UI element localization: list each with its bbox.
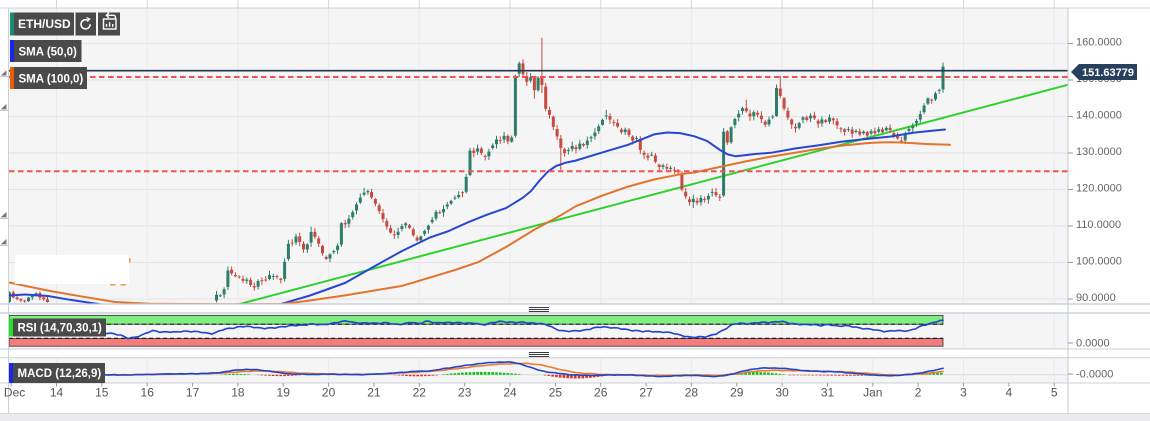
svg-text:20: 20: [322, 386, 336, 400]
svg-text:19: 19: [277, 386, 291, 400]
svg-text:26: 26: [594, 386, 608, 400]
svg-text:5: 5: [1051, 386, 1058, 400]
svg-text:18: 18: [231, 386, 245, 400]
svg-text:SMA (50,0): SMA (50,0): [19, 47, 78, 59]
svg-text:23: 23: [458, 386, 472, 400]
svg-text:Dec: Dec: [4, 386, 25, 400]
svg-text:SMA (100,0): SMA (100,0): [19, 74, 84, 86]
svg-text:ETH/USD: ETH/USD: [18, 17, 71, 31]
svg-text:90.0000: 90.0000: [1076, 292, 1116, 304]
svg-text:25: 25: [549, 386, 563, 400]
svg-text:MACD (12,26,9): MACD (12,26,9): [18, 368, 102, 380]
svg-text:RSI (14,70,30,1): RSI (14,70,30,1): [18, 323, 103, 335]
svg-text:160.0000: 160.0000: [1076, 36, 1122, 48]
svg-text:151.63779: 151.63779: [1082, 67, 1134, 79]
svg-text:14: 14: [50, 386, 64, 400]
svg-text:100.0000: 100.0000: [1076, 255, 1122, 267]
svg-text:31: 31: [821, 386, 835, 400]
svg-text:15: 15: [95, 386, 109, 400]
svg-text:21: 21: [367, 386, 381, 400]
svg-text:30: 30: [775, 386, 789, 400]
svg-text:29: 29: [730, 386, 744, 400]
svg-text:130.0000: 130.0000: [1076, 146, 1122, 158]
svg-text:24: 24: [503, 386, 517, 400]
svg-text:17: 17: [186, 386, 200, 400]
svg-text:3: 3: [960, 386, 967, 400]
svg-text:28: 28: [685, 386, 699, 400]
svg-text:16: 16: [141, 386, 155, 400]
svg-text:Jan: Jan: [863, 386, 882, 400]
svg-text:22: 22: [413, 386, 427, 400]
svg-text:27: 27: [639, 386, 653, 400]
svg-text:2: 2: [915, 386, 922, 400]
svg-text:110.0000: 110.0000: [1076, 219, 1121, 231]
svg-text:-0.0000: -0.0000: [1076, 369, 1113, 381]
svg-text:0.0000: 0.0000: [1076, 338, 1110, 350]
svg-text:120.0000: 120.0000: [1076, 182, 1122, 194]
svg-text:140.0000: 140.0000: [1076, 109, 1122, 121]
svg-text:4: 4: [1006, 386, 1013, 400]
